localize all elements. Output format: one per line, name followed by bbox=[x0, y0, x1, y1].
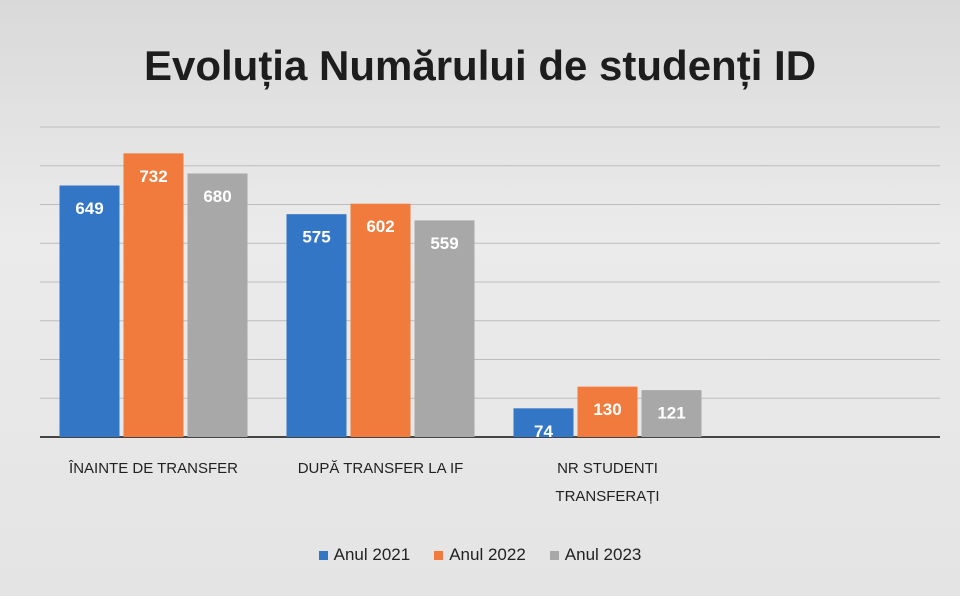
x-tick-label: ÎNAINTE DE TRANSFER bbox=[69, 460, 238, 477]
legend-label: Anul 2023 bbox=[564, 545, 642, 564]
data-label: 121 bbox=[657, 404, 685, 423]
legend-item: Anul 2023 bbox=[549, 545, 642, 565]
bar bbox=[577, 386, 638, 437]
bar bbox=[59, 185, 120, 437]
legend-swatch bbox=[318, 550, 328, 560]
bar bbox=[641, 390, 702, 437]
bar bbox=[187, 173, 248, 437]
x-tick-label: NR STUDENTI TRANSFERAȚI bbox=[555, 460, 660, 505]
legend-label: Anul 2022 bbox=[449, 545, 526, 564]
legend: Anul 2021 Anul 2022 Anul 2023 bbox=[0, 545, 960, 565]
bar bbox=[123, 153, 184, 437]
data-label: 649 bbox=[75, 199, 103, 218]
bar bbox=[350, 203, 411, 437]
data-label: 74 bbox=[534, 422, 553, 441]
legend-label: Anul 2021 bbox=[333, 545, 411, 564]
data-label: 602 bbox=[366, 217, 394, 236]
data-label: 680 bbox=[203, 187, 231, 206]
data-label: 559 bbox=[430, 234, 458, 253]
legend-item: Anul 2022 bbox=[434, 545, 526, 565]
chart-title: Evoluția Numărului de studenți ID bbox=[143, 42, 817, 89]
legend-item: Anul 2021 bbox=[318, 545, 411, 565]
bar bbox=[513, 408, 574, 437]
data-label: 575 bbox=[302, 228, 330, 247]
data-label: 732 bbox=[139, 167, 167, 186]
bar bbox=[414, 220, 475, 437]
x-tick-label: DUPĂ TRANSFER LA IF bbox=[297, 460, 464, 477]
legend-swatch bbox=[434, 550, 444, 560]
bar bbox=[286, 214, 347, 437]
legend-swatch bbox=[549, 550, 559, 560]
data-label: 130 bbox=[593, 400, 621, 419]
